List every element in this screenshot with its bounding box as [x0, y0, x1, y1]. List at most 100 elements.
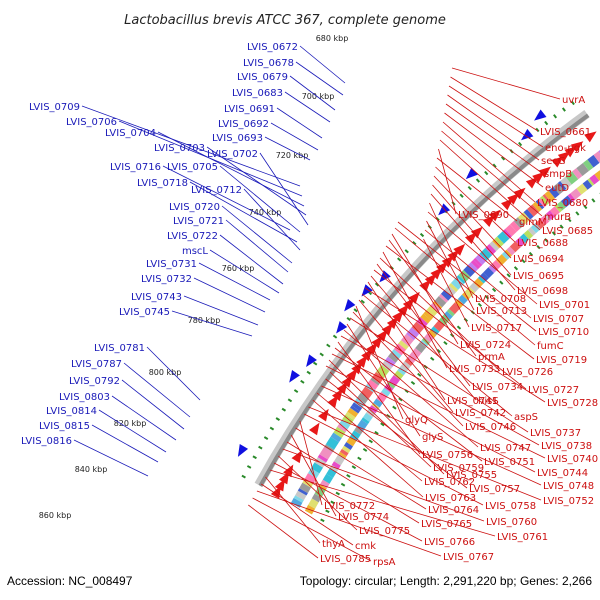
- feature-bar: [530, 223, 541, 234]
- tick-mark: [392, 405, 397, 410]
- right-gene-label: thyA: [322, 539, 345, 550]
- right-gene-label: LVIS_0710: [538, 327, 589, 338]
- right-leader-line: [308, 406, 542, 501]
- left-leader-line: [121, 379, 185, 430]
- right-leader-line: [436, 157, 518, 222]
- right-leader-line: [423, 238, 470, 328]
- right-gene-label: LVIS_0694: [513, 254, 564, 265]
- feature-bar: [576, 183, 588, 195]
- forward-gene-arrow: [470, 226, 483, 239]
- right-leader-line: [427, 211, 538, 305]
- feature-bar: [535, 199, 545, 210]
- tick-mark: [346, 473, 351, 478]
- forward-gene-arrow: [453, 243, 466, 256]
- right-leader-line: [299, 420, 323, 506]
- left-gene-label: LVIS_0792: [69, 376, 120, 387]
- feature-bar: [479, 247, 493, 261]
- left-gene-label: LVIS_0720: [169, 202, 220, 213]
- forward-gene-arrow: [570, 141, 584, 153]
- right-leader-line: [325, 365, 536, 473]
- feature-bar: [448, 282, 459, 293]
- left-leader-line: [193, 277, 266, 313]
- feature-bar: [391, 349, 402, 359]
- left-gene-label: LVIS_0814: [46, 406, 97, 417]
- left-leader-line: [225, 219, 289, 273]
- right-leader-line: [394, 227, 536, 346]
- feature-bar: [506, 246, 516, 256]
- tick-mark: [330, 500, 335, 505]
- feature-bar: [501, 251, 511, 260]
- left-leader-line: [198, 262, 271, 301]
- forward-gene-arrow: [532, 171, 545, 184]
- feature-bar: [557, 180, 567, 191]
- tick-mark: [459, 193, 464, 198]
- tick-mark: [570, 100, 575, 106]
- right-leader-line: [304, 413, 484, 506]
- right-gene-label: LVIS_0708: [475, 294, 526, 305]
- left-gene-label: LVIS_0672: [247, 42, 298, 53]
- genome-summary-text: Topology: circular; Length: 2,291,220 bp…: [300, 574, 593, 588]
- feature-bar: [411, 321, 425, 334]
- right-gene-label: LVIS_0762: [424, 477, 475, 488]
- feature-bar: [549, 206, 560, 217]
- right-leader-line: [435, 166, 516, 243]
- feature-bar: [384, 356, 396, 367]
- left-leader-line: [219, 234, 284, 285]
- right-gene-label: LVIS_0772: [324, 501, 375, 512]
- left-gene-label: LVIS_0678: [243, 58, 294, 69]
- reverse-gene-arrow: [237, 444, 249, 457]
- tick-mark: [430, 356, 435, 361]
- feature-bar: [519, 233, 530, 244]
- left-leader-line: [276, 107, 323, 139]
- right-leader-line: [256, 490, 442, 557]
- tick-mark: [287, 398, 293, 403]
- left-gene-label: LVIS_0721: [173, 216, 224, 227]
- forward-gene-arrow: [397, 304, 409, 317]
- forward-gene-arrow: [430, 267, 443, 280]
- right-leader-line: [438, 148, 457, 215]
- right-gene-label: LVIS_0740: [547, 454, 598, 465]
- feature-bar: [420, 313, 431, 324]
- kbp-label: 860 kbp: [39, 511, 72, 520]
- right-leader-line: [340, 335, 540, 446]
- feature-bar: [343, 441, 354, 450]
- right-leader-line: [273, 462, 423, 542]
- feature-bar: [519, 212, 531, 224]
- feature-bar: [339, 448, 349, 457]
- feature-bar: [537, 197, 547, 208]
- feature-bar: [535, 219, 546, 230]
- feature-bar: [351, 402, 363, 412]
- right-gene-label: LVIS_0713: [476, 306, 527, 317]
- feature-bar: [406, 327, 420, 341]
- feature-bar: [367, 379, 379, 390]
- feature-bar: [523, 229, 534, 240]
- feature-bar: [527, 204, 540, 217]
- tick-mark: [374, 282, 380, 287]
- tick-mark: [544, 120, 549, 126]
- tick-mark: [484, 170, 489, 176]
- right-gene-label: LVIS_0741: [447, 396, 498, 407]
- left-leader-line: [295, 61, 344, 96]
- feature-bar: [397, 366, 407, 376]
- right-gene-label: LVIS_0688: [517, 238, 568, 249]
- left-gene-label: mscL: [182, 246, 208, 257]
- feature-bar: [438, 293, 449, 303]
- left-gene-label: LVIS_0745: [119, 307, 170, 318]
- right-gene-label: secG: [541, 156, 566, 167]
- feature-bar: [556, 201, 567, 211]
- feature-bar: [565, 171, 579, 185]
- right-leader-line: [295, 427, 427, 510]
- tick-mark: [380, 422, 385, 427]
- right-gene-label: LVIS_0717: [471, 323, 522, 334]
- feature-bar: [483, 267, 495, 279]
- right-gene-label: LVIS_0742: [455, 408, 506, 419]
- right-gene-label: LVIS_0738: [541, 441, 592, 452]
- tick-mark: [561, 107, 566, 112]
- feature-bar: [509, 241, 521, 253]
- feature-bar: [387, 352, 400, 363]
- feature-bar: [423, 310, 434, 321]
- feature-bar: [488, 263, 498, 273]
- right-gene-label: murB: [544, 212, 571, 223]
- forward-gene-arrow: [371, 335, 383, 349]
